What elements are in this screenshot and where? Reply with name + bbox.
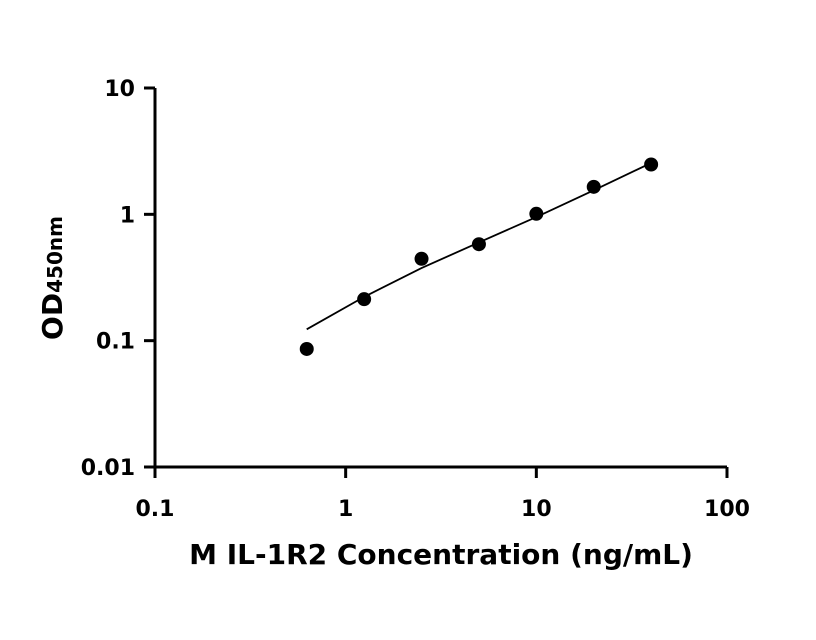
x-tick-label: 100: [704, 497, 750, 522]
y-axis-title: OD450nm: [36, 216, 69, 340]
data-point: [471, 237, 486, 252]
y-tick-label: 10: [104, 77, 135, 102]
data-point: [644, 157, 659, 172]
axes: [153, 88, 727, 469]
data-point: [299, 341, 314, 356]
x-tick-label: 10: [521, 497, 552, 522]
data-point: [414, 251, 429, 266]
y-axis-title-main: OD: [36, 293, 69, 340]
y-tick-label: 0.01: [81, 456, 135, 481]
x-tick-label: 0.1: [136, 497, 175, 522]
y-tick-label: 0.1: [96, 330, 135, 355]
x-axis-title: M IL-1R2 Concentration (ng/mL): [189, 538, 693, 571]
y-axis-title-subscript: 450nm: [43, 216, 67, 293]
data-points: [299, 157, 659, 356]
data-point: [357, 292, 372, 307]
data-point: [586, 179, 601, 194]
x-tick-label: 1: [338, 497, 353, 522]
y-tick-label: 1: [120, 203, 135, 228]
data-point: [529, 206, 544, 221]
